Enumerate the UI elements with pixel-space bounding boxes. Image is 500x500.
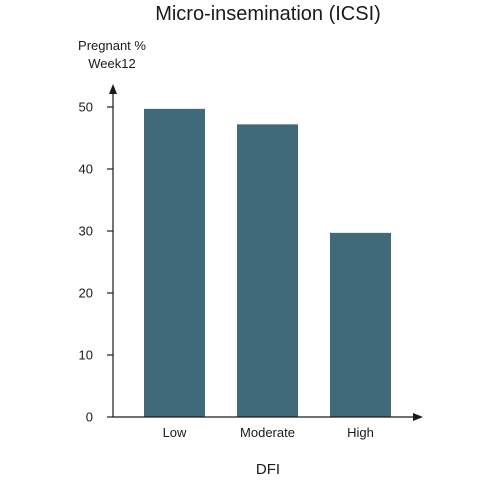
y-tick-label-0: 0	[86, 410, 93, 425]
y-tick-label-40: 40	[79, 162, 93, 177]
y-axis-arrow-icon	[109, 84, 117, 94]
x-tick-label-moderate: Moderate	[240, 425, 295, 440]
y-tick-label-30: 30	[79, 224, 93, 239]
y-tick-label-20: 20	[79, 286, 93, 301]
x-axis-arrow-icon	[413, 413, 423, 421]
y-axis-label-line-1: Pregnant %	[78, 38, 146, 53]
y-tick-label-50: 50	[79, 100, 93, 115]
y-axis-label-line-2: Week12	[88, 56, 135, 71]
y-tick-label-10: 10	[79, 348, 93, 363]
bar-high	[330, 232, 391, 417]
bar-moderate	[237, 124, 298, 418]
y-ticks-group: 0 10 20 30 40 50	[79, 100, 113, 425]
x-tick-label-low: Low	[163, 425, 187, 440]
bars-group	[144, 108, 391, 418]
chart-title: Micro-insemination (ICSI)	[155, 3, 381, 25]
x-axis-label: DFI	[256, 461, 280, 478]
x-ticks-group: Low Moderate High	[163, 425, 374, 440]
x-tick-label-high: High	[347, 425, 374, 440]
bar-low	[144, 108, 205, 418]
